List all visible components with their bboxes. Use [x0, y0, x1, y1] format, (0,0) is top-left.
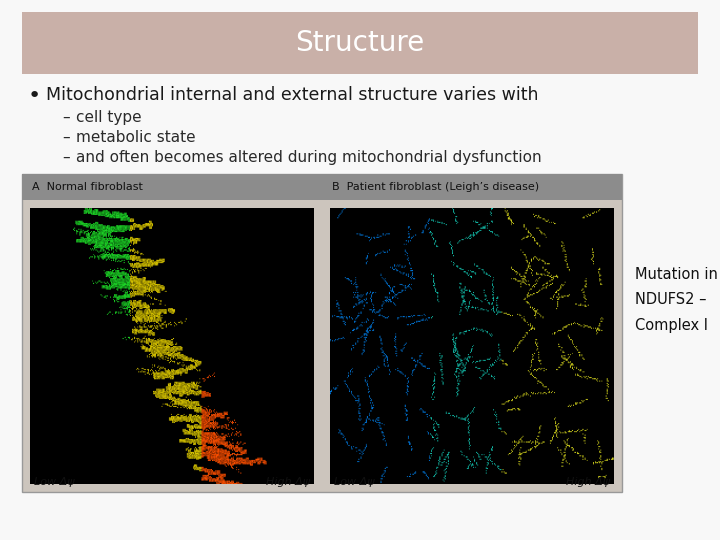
- Text: A  Normal fibroblast: A Normal fibroblast: [32, 182, 143, 192]
- Bar: [22, 174, 622, 492]
- Text: B  Patient fibroblast (Leigh’s disease): B Patient fibroblast (Leigh’s disease): [332, 182, 539, 192]
- Bar: [22, 174, 622, 200]
- Text: Low Δψ: Low Δψ: [34, 477, 75, 487]
- Text: metabolic state: metabolic state: [76, 130, 196, 145]
- Bar: [22, 12, 698, 74]
- Text: High Δψ: High Δψ: [566, 477, 610, 487]
- Text: –: –: [62, 150, 70, 165]
- Text: –: –: [62, 130, 70, 145]
- Text: Mitochondrial internal and external structure varies with: Mitochondrial internal and external stru…: [46, 86, 539, 104]
- Text: Mutation in
NDUFS2 –
Complex I: Mutation in NDUFS2 – Complex I: [635, 267, 718, 333]
- Text: –: –: [62, 110, 70, 125]
- Text: Low Δψ: Low Δψ: [334, 477, 374, 487]
- Text: •: •: [28, 86, 41, 106]
- Text: High Δψ: High Δψ: [266, 477, 310, 487]
- Text: Structure: Structure: [295, 29, 425, 57]
- Text: cell type: cell type: [76, 110, 142, 125]
- Text: and often becomes altered during mitochondrial dysfunction: and often becomes altered during mitocho…: [76, 150, 541, 165]
